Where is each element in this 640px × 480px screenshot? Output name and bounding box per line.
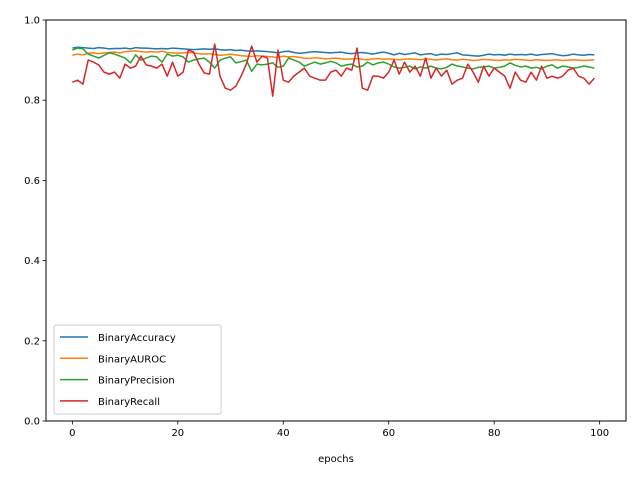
legend-label-binaryprecision: BinaryPrecision <box>98 376 175 387</box>
series-line-binaryprecision <box>72 47 595 73</box>
legend-label-binaryauroc: BinaryAUROC <box>98 354 166 365</box>
y-tick-label: 0.0 <box>24 417 40 428</box>
legend-label-binaryaccuracy: BinaryAccuracy <box>98 333 176 344</box>
series-line-binaryauroc <box>72 50 595 62</box>
legend-box <box>53 324 222 415</box>
x-tick-label: 100 <box>590 428 609 439</box>
legend-label-binaryrecall: BinaryRecall <box>98 397 160 408</box>
y-tick-label: 0.8 <box>24 96 40 107</box>
x-tick-label: 0 <box>69 428 75 439</box>
y-tick-label: 0.2 <box>24 336 40 347</box>
y-tick-label: 0.6 <box>24 176 40 187</box>
x-tick-label: 80 <box>488 428 501 439</box>
legend: BinaryAccuracy BinaryAUROC BinaryPrecision… <box>53 324 222 415</box>
y-tick-label: 1.0 <box>24 16 40 27</box>
ticks-layer: 0 20 40 60 80 100 0.0 0.2 0.4 0.6 0.8 1.0 <box>24 16 609 440</box>
series-line-binaryrecall <box>72 43 595 97</box>
x-tick-label: 60 <box>382 428 395 439</box>
x-tick-label: 40 <box>277 428 290 439</box>
series-line-binaryaccuracy <box>72 46 595 57</box>
x-axis-label: epochs <box>318 454 354 465</box>
y-tick-label: 0.4 <box>24 256 40 267</box>
x-tick-label: 20 <box>171 428 184 439</box>
axes-frame <box>45 19 627 422</box>
series-layer <box>72 43 595 97</box>
